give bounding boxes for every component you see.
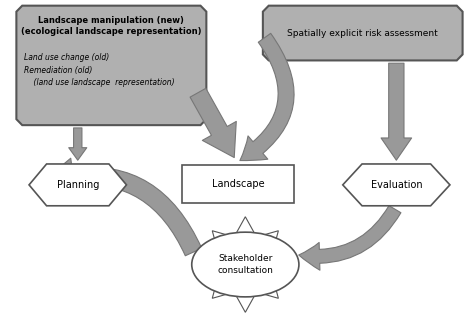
Text: Land use change (old)
Remediation (old)
    (land use landscape  representation): Land use change (old) Remediation (old) … <box>24 54 175 88</box>
FancyArrowPatch shape <box>240 33 294 161</box>
Polygon shape <box>263 6 463 60</box>
Text: Evaluation: Evaluation <box>371 180 422 190</box>
FancyBboxPatch shape <box>182 165 294 203</box>
FancyArrowPatch shape <box>69 128 87 160</box>
Polygon shape <box>29 164 127 206</box>
Text: Stakeholder
consultation: Stakeholder consultation <box>218 254 273 275</box>
Text: Landscape: Landscape <box>212 179 264 189</box>
FancyArrowPatch shape <box>299 206 401 270</box>
Polygon shape <box>343 164 450 206</box>
Polygon shape <box>17 6 206 125</box>
FancyArrowPatch shape <box>190 88 236 158</box>
Text: Landscape manipulation (new)
(ecological landscape representation): Landscape manipulation (new) (ecological… <box>21 16 201 36</box>
FancyArrowPatch shape <box>381 63 411 160</box>
FancyArrowPatch shape <box>44 158 202 256</box>
Polygon shape <box>199 217 292 312</box>
Ellipse shape <box>192 232 299 297</box>
Text: Spatially explicit risk assessment: Spatially explicit risk assessment <box>287 29 438 37</box>
Text: Planning: Planning <box>56 180 99 190</box>
